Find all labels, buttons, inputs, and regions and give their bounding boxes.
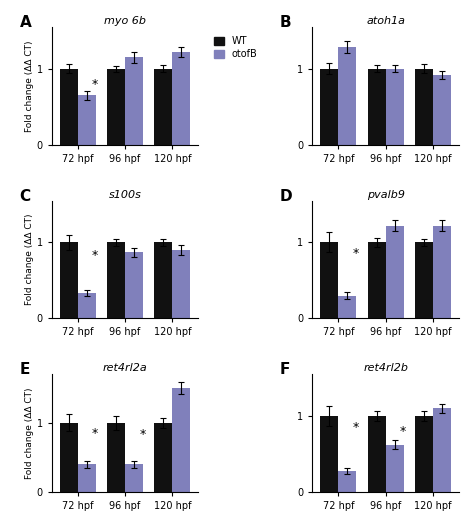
Text: *: * xyxy=(400,425,406,438)
Bar xyxy=(320,416,338,492)
Bar xyxy=(320,242,338,318)
Bar xyxy=(433,408,451,492)
Bar xyxy=(173,388,191,492)
Text: *: * xyxy=(139,428,146,441)
Bar xyxy=(173,52,191,145)
Bar xyxy=(60,242,78,318)
Bar xyxy=(78,464,96,492)
Text: *: * xyxy=(92,249,99,262)
Bar xyxy=(338,296,356,318)
Bar xyxy=(415,416,433,492)
Text: B: B xyxy=(280,15,292,30)
Bar xyxy=(415,242,433,318)
Bar xyxy=(125,252,143,318)
Text: *: * xyxy=(353,421,359,434)
Y-axis label: Fold change (ΔΔ CT): Fold change (ΔΔ CT) xyxy=(25,40,34,132)
Bar xyxy=(107,69,125,145)
Text: A: A xyxy=(19,15,31,30)
Y-axis label: Fold change (ΔΔ CT): Fold change (ΔΔ CT) xyxy=(25,214,34,305)
Title: ret4rl2a: ret4rl2a xyxy=(103,363,147,373)
Bar xyxy=(338,47,356,145)
Y-axis label: Fold change (ΔΔ CT): Fold change (ΔΔ CT) xyxy=(25,387,34,479)
Title: ret4rl2b: ret4rl2b xyxy=(363,363,408,373)
Bar xyxy=(433,226,451,318)
Bar xyxy=(368,416,386,492)
Bar xyxy=(78,293,96,318)
Bar xyxy=(107,423,125,492)
Bar xyxy=(155,423,173,492)
Title: s100s: s100s xyxy=(109,190,142,200)
Bar xyxy=(60,69,78,145)
Legend: WT, otofB: WT, otofB xyxy=(212,34,260,61)
Bar xyxy=(338,471,356,492)
Text: C: C xyxy=(19,189,31,204)
Bar xyxy=(386,226,404,318)
Bar xyxy=(433,75,451,145)
Title: pvalb9: pvalb9 xyxy=(367,190,405,200)
Title: atoh1a: atoh1a xyxy=(366,16,405,26)
Bar xyxy=(415,69,433,145)
Text: D: D xyxy=(280,189,293,204)
Bar xyxy=(368,242,386,318)
Bar xyxy=(107,242,125,318)
Text: *: * xyxy=(92,427,99,440)
Bar xyxy=(173,250,191,318)
Bar xyxy=(60,423,78,492)
Bar xyxy=(386,445,404,492)
Text: E: E xyxy=(19,362,30,378)
Bar xyxy=(125,464,143,492)
Bar xyxy=(386,69,404,145)
Bar xyxy=(155,242,173,318)
Bar xyxy=(78,95,96,145)
Title: myo 6b: myo 6b xyxy=(104,16,146,26)
Bar xyxy=(155,69,173,145)
Bar xyxy=(320,69,338,145)
Text: F: F xyxy=(280,362,291,378)
Text: *: * xyxy=(92,78,99,91)
Bar xyxy=(368,69,386,145)
Text: *: * xyxy=(353,247,359,260)
Bar xyxy=(125,57,143,145)
